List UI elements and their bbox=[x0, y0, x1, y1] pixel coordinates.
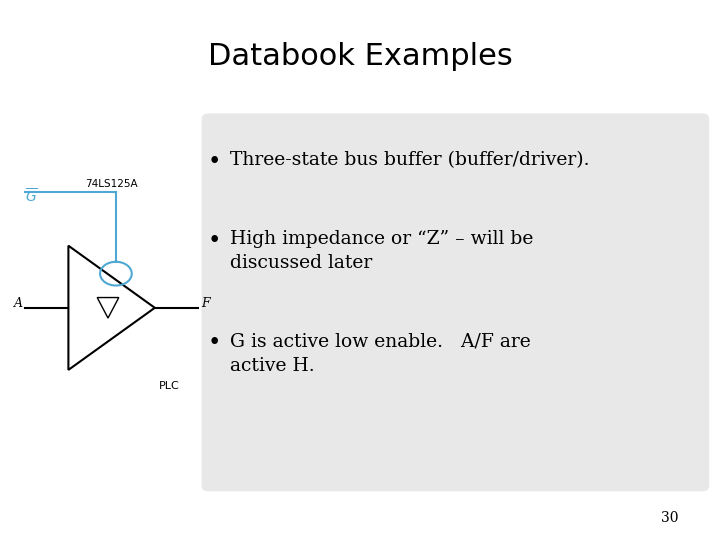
FancyBboxPatch shape bbox=[202, 113, 709, 491]
Text: Three-state bus buffer (buffer/driver).: Three-state bus buffer (buffer/driver). bbox=[230, 151, 590, 169]
Text: G is active low enable.   A/F are
active H.: G is active low enable. A/F are active H… bbox=[230, 332, 531, 375]
Text: •: • bbox=[207, 230, 221, 252]
Text: High impedance or “Z” – will be
discussed later: High impedance or “Z” – will be discusse… bbox=[230, 230, 534, 273]
Text: •: • bbox=[207, 332, 221, 354]
Text: PLC: PLC bbox=[158, 381, 179, 391]
Text: $\overline{G}$: $\overline{G}$ bbox=[25, 187, 38, 205]
Text: A: A bbox=[14, 297, 23, 310]
Text: F: F bbox=[202, 297, 210, 310]
Text: Databook Examples: Databook Examples bbox=[207, 42, 513, 71]
Text: 74LS125A: 74LS125A bbox=[85, 179, 138, 188]
Text: •: • bbox=[207, 151, 221, 173]
Text: 30: 30 bbox=[661, 511, 678, 525]
